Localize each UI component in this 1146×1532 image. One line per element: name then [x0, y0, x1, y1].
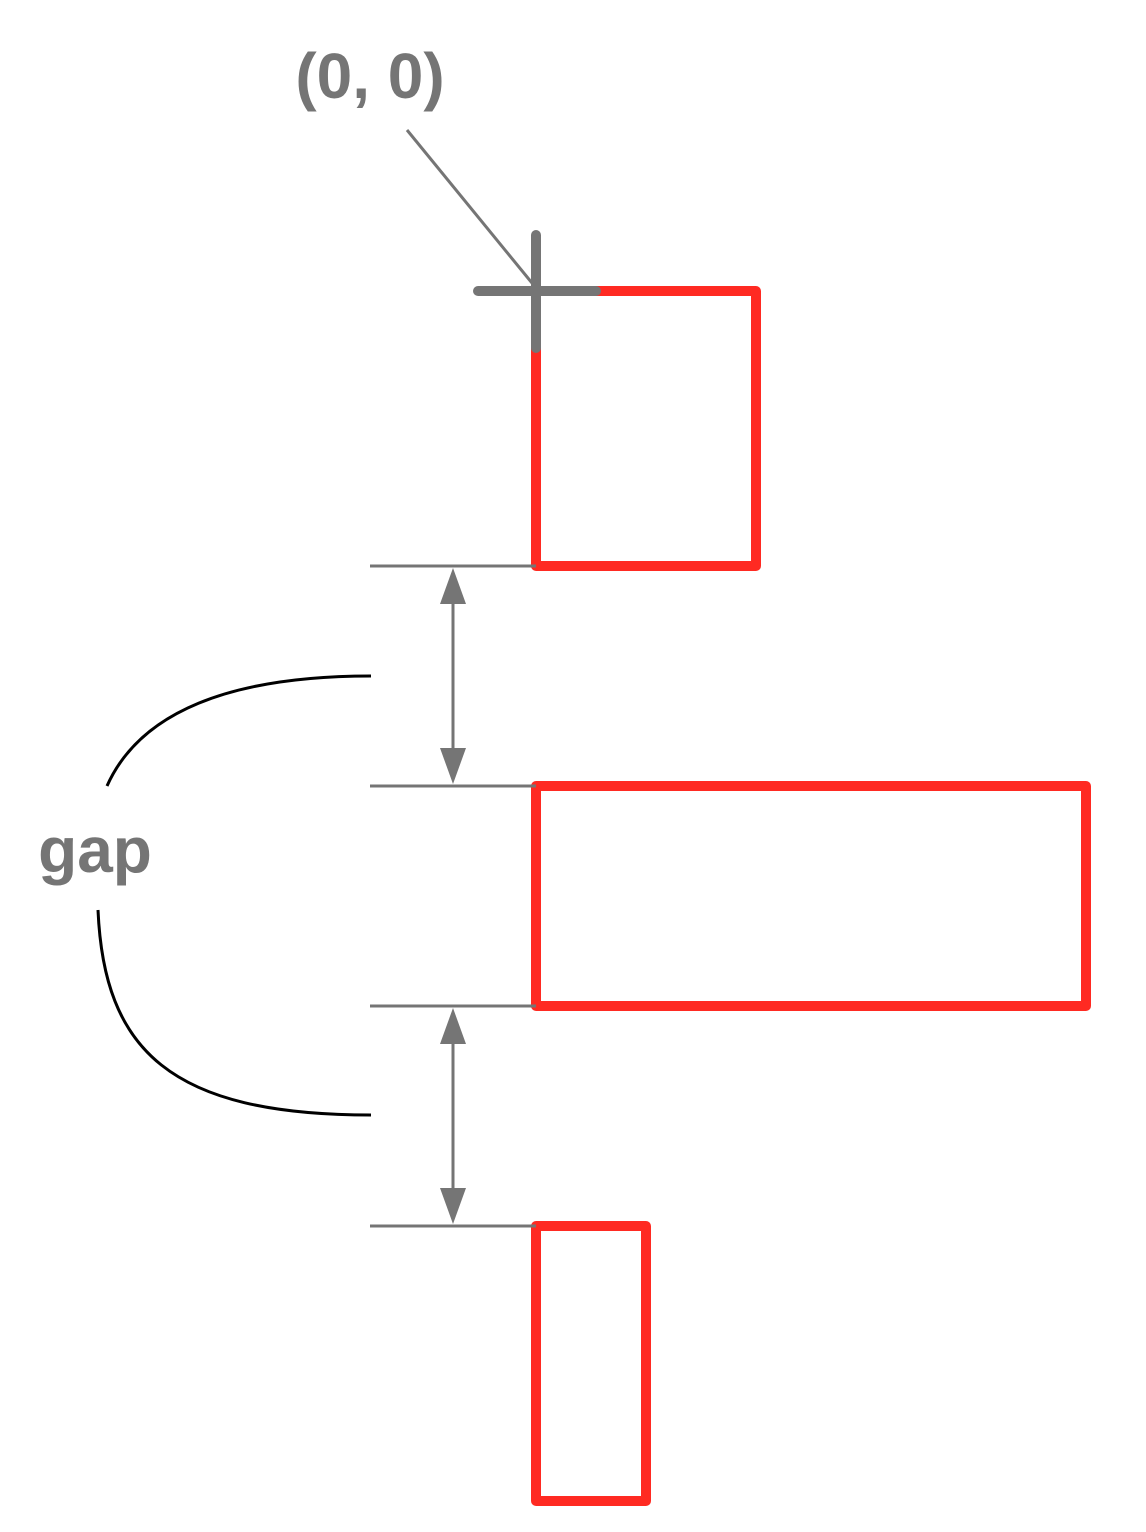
origin-label: (0, 0) — [295, 40, 444, 112]
gap-arrow-upper — [440, 568, 466, 784]
gap-bracket-upper-curve — [105, 674, 372, 787]
origin-leader-line — [405, 129, 534, 284]
origin-crosshair-icon — [473, 230, 601, 353]
box-3 — [531, 1221, 651, 1506]
gap-arrow-lower — [440, 1008, 466, 1224]
box-2 — [531, 781, 1091, 1011]
gap-bracket-lower-curve — [96, 909, 372, 1117]
gap-label: gap — [38, 814, 152, 886]
box-1 — [531, 286, 761, 571]
